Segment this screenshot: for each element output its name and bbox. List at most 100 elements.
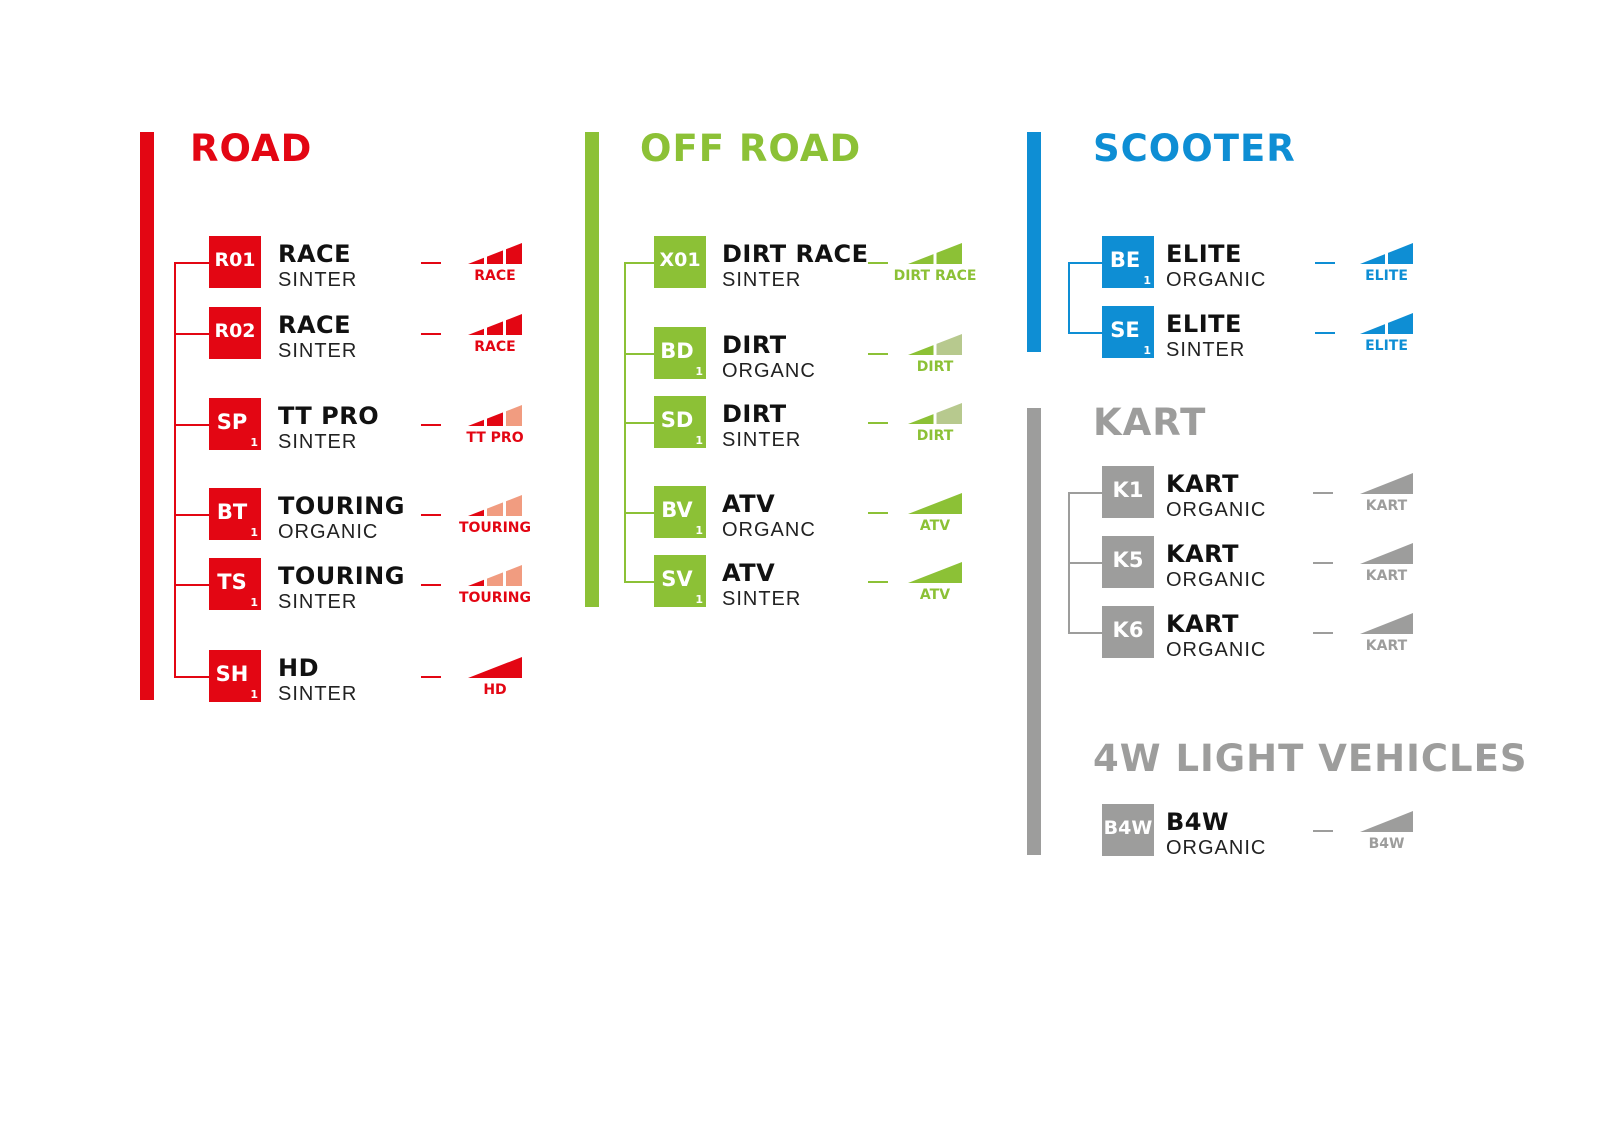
- performance-level-meter: [908, 493, 962, 514]
- product-material: ORGANIC: [1166, 639, 1267, 661]
- tree-branch: [174, 424, 209, 426]
- product-code-badge: BE 1: [1102, 236, 1154, 288]
- level-segment-full: [506, 314, 522, 335]
- performance-level-label: KART: [1365, 638, 1408, 654]
- product-code-badge: BV 1: [654, 486, 706, 538]
- product-material: ORGANC: [722, 360, 816, 382]
- offroad-color-bar: [585, 132, 599, 607]
- product-name: KART: [1166, 470, 1239, 498]
- level-segment-full: [487, 250, 503, 264]
- product-material: SINTER: [278, 340, 358, 362]
- product-code-badge: B4W: [1102, 804, 1154, 856]
- tree-line: [624, 262, 626, 581]
- product-material: ORGANIC: [1166, 499, 1267, 521]
- connector-dash: [1315, 262, 1335, 264]
- performance-level-meter: [908, 334, 962, 355]
- product-name: RACE: [278, 311, 352, 339]
- performance-level-meter: [908, 243, 962, 264]
- level-segment-full: [506, 243, 522, 264]
- connector-dash: [1313, 562, 1333, 564]
- light4w-title: 4W LIGHT VEHICLES: [1093, 737, 1528, 780]
- tree-branch: [624, 422, 654, 424]
- level-segment-full: [908, 345, 934, 355]
- level-segment-full: [468, 257, 484, 264]
- performance-level-label: KART: [1365, 568, 1408, 584]
- level-segment-full: [468, 328, 484, 335]
- performance-level-meter: [1360, 543, 1413, 564]
- connector-dash: [1313, 830, 1333, 832]
- level-segment-full: [487, 321, 503, 335]
- product-code-badge: K1: [1102, 466, 1154, 518]
- level-segment-light: [936, 334, 962, 355]
- product-code: SH: [215, 662, 249, 686]
- performance-level-label: ATV: [919, 518, 951, 534]
- product-code: SV: [661, 567, 693, 591]
- product-code-subscript: 1: [695, 593, 703, 606]
- scooter-color-bar: [1027, 132, 1041, 352]
- connector-dash: [421, 333, 441, 335]
- product-code-badge: BT 1: [209, 488, 261, 540]
- product-code-badge: SD 1: [654, 396, 706, 448]
- level-segment-full: [1360, 613, 1413, 634]
- tree-branch: [624, 262, 654, 264]
- offroad-title: OFF ROAD: [640, 127, 862, 170]
- connector-dash: [1315, 332, 1335, 334]
- performance-level-label: TOURING: [458, 590, 532, 606]
- product-code: SD: [660, 408, 694, 432]
- product-code: K6: [1112, 618, 1144, 642]
- product-name: ATV: [722, 559, 776, 587]
- product-code: R02: [214, 320, 256, 342]
- kart-color-bar: [1027, 408, 1041, 855]
- product-code: BE: [1109, 248, 1141, 272]
- tree-branch: [174, 262, 209, 264]
- product-code: SP: [216, 410, 248, 434]
- product-code-subscript: 1: [695, 434, 703, 447]
- product-material: SINTER: [722, 429, 802, 451]
- level-segment-full: [468, 579, 484, 586]
- performance-level-label: TT PRO: [466, 430, 524, 446]
- connector-dash: [868, 353, 888, 355]
- level-segment-full: [1360, 324, 1385, 334]
- product-code-badge: K6: [1102, 606, 1154, 658]
- product-code-subscript: 1: [1143, 344, 1151, 357]
- performance-level-label: KART: [1365, 498, 1408, 514]
- performance-level-label: RACE: [474, 339, 516, 355]
- product-code: BV: [661, 498, 693, 522]
- performance-level-meter: [468, 565, 522, 586]
- tree-line: [1068, 262, 1070, 332]
- performance-level-meter: [468, 495, 522, 516]
- product-name: KART: [1166, 540, 1239, 568]
- product-material: SINTER: [722, 269, 802, 291]
- product-material: SINTER: [278, 269, 358, 291]
- product-code-badge: SE 1: [1102, 306, 1154, 358]
- product-code: SE: [1110, 318, 1140, 342]
- level-segment-light: [487, 502, 503, 516]
- product-material: SINTER: [722, 588, 802, 610]
- product-name: ATV: [722, 490, 776, 518]
- product-name: KART: [1166, 610, 1239, 638]
- performance-level-meter: [1360, 313, 1413, 334]
- level-segment-full: [468, 657, 522, 678]
- product-name: B4W: [1166, 808, 1229, 836]
- level-segment-full: [468, 509, 484, 516]
- level-segment-full: [1360, 811, 1413, 832]
- product-code: TS: [217, 570, 247, 594]
- product-code-subscript: 1: [250, 688, 258, 701]
- product-code-subscript: 1: [695, 365, 703, 378]
- product-code-badge: SH 1: [209, 650, 261, 702]
- performance-level-meter: [468, 314, 522, 335]
- product-code-subscript: 1: [695, 524, 703, 537]
- performance-level-label: ELITE: [1365, 338, 1408, 354]
- product-code-badge: BD 1: [654, 327, 706, 379]
- performance-level-meter: [1360, 613, 1413, 634]
- product-code-badge: R01: [209, 236, 261, 288]
- performance-level-label: B4W: [1368, 836, 1405, 852]
- product-material: ORGANIC: [1166, 269, 1267, 291]
- product-code: BT: [216, 500, 248, 524]
- level-segment-full: [1388, 313, 1413, 334]
- connector-dash: [868, 422, 888, 424]
- level-segment-full: [1388, 243, 1413, 264]
- tree-line: [174, 262, 176, 676]
- road-title: ROAD: [190, 127, 313, 170]
- performance-level-meter: [1360, 811, 1413, 832]
